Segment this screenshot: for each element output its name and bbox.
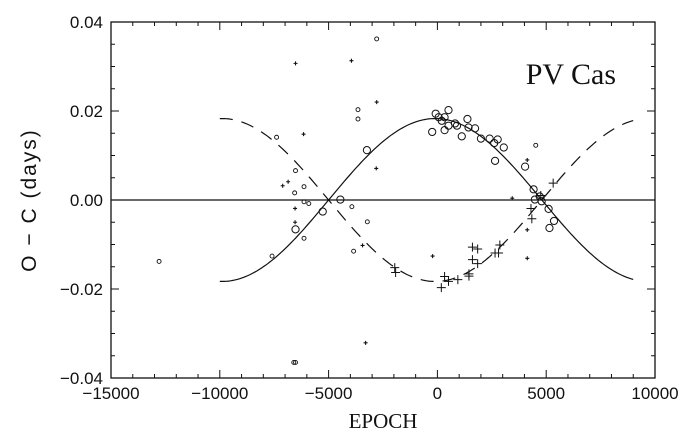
large-circle-point — [440, 113, 449, 122]
large-plus-point — [464, 271, 474, 281]
large-plus-point — [390, 263, 400, 273]
small-plus-point — [525, 227, 530, 232]
y-tick-label: 0.02 — [70, 102, 103, 121]
solid-fit-curve — [219, 118, 634, 282]
large-plus-point — [473, 244, 483, 254]
large-plus-point — [467, 255, 477, 265]
y-tick-label: −0.04 — [60, 369, 103, 388]
large-circle-point — [493, 135, 502, 144]
small-plus-point — [525, 157, 530, 162]
small-circle-point — [351, 248, 357, 254]
large-circle-point — [485, 134, 494, 143]
large-circle-point — [520, 162, 530, 171]
small-circle-point — [533, 142, 539, 148]
small-plus-point — [510, 196, 515, 201]
small-plus-point — [293, 220, 298, 225]
large-circle-point — [464, 123, 473, 132]
y-axis-label: O − C (days) — [18, 128, 41, 272]
large-circle-point — [444, 106, 453, 115]
small-circle-point — [156, 258, 162, 264]
large-circle-point — [476, 134, 486, 143]
large-circle-point — [535, 192, 544, 201]
large-circle-point — [499, 143, 508, 152]
x-tick-label: −15000 — [82, 384, 139, 403]
dashed-fit-curve — [219, 118, 634, 282]
large-circle-point — [544, 204, 553, 213]
large-plus-point — [548, 178, 558, 188]
large-circle-point — [529, 185, 538, 194]
small-circle-point — [292, 190, 298, 196]
large-circle-point — [336, 195, 345, 204]
small-plus-point — [360, 243, 365, 248]
large-plus-point — [436, 283, 446, 293]
small-plus-point — [293, 61, 298, 66]
x-tick-label: 0 — [433, 384, 442, 403]
data-points — [156, 36, 559, 365]
large-circle-point — [545, 223, 554, 233]
small-circle-point — [374, 36, 380, 42]
small-plus-point — [374, 166, 379, 171]
large-plus-point — [536, 191, 546, 201]
large-plus-point — [495, 240, 505, 250]
large-circle-point — [452, 121, 462, 130]
small-plus-point — [525, 256, 530, 261]
large-plus-point — [527, 214, 537, 224]
small-plus-point — [293, 206, 298, 211]
large-plus-point — [494, 248, 504, 258]
small-circle-point — [301, 199, 307, 205]
small-plus-point — [349, 58, 354, 63]
x-tick-label: −5000 — [305, 384, 353, 403]
small-circle-point — [293, 168, 298, 174]
small-plus-point — [301, 132, 306, 137]
large-plus-point — [467, 242, 477, 252]
small-circle-point — [355, 107, 361, 113]
large-circle-point — [470, 124, 480, 133]
x-axis-label: EPOCH — [349, 409, 418, 433]
large-plus-point — [440, 272, 450, 282]
large-circle-point — [463, 114, 472, 124]
large-plus-point — [391, 268, 401, 278]
small-circle-point — [349, 204, 355, 210]
large-plus-point — [526, 203, 536, 213]
axis-ticks — [110, 21, 656, 379]
small-circle-point — [364, 219, 370, 225]
fit-curves — [219, 118, 634, 282]
small-plus-point — [374, 100, 379, 105]
y-tick-label: 0.04 — [70, 13, 103, 32]
large-circle-point — [291, 225, 300, 234]
small-plus-point — [280, 183, 285, 188]
small-circle-point — [293, 359, 298, 365]
large-circle-point — [428, 127, 437, 137]
large-plus-point — [453, 275, 463, 285]
small-circle-point — [301, 235, 307, 241]
y-tick-label: 0.00 — [70, 191, 103, 210]
large-plus-point — [473, 259, 483, 269]
large-plus-point — [443, 276, 453, 286]
large-circle-point — [318, 207, 327, 216]
x-tick-label: −10000 — [191, 384, 248, 403]
large-circle-point — [457, 132, 466, 141]
large-circle-point — [537, 197, 546, 206]
y-tick-label: −0.02 — [60, 280, 103, 299]
large-circle-point — [440, 126, 449, 135]
small-plus-point — [363, 340, 368, 345]
small-circle-point — [269, 253, 275, 259]
small-plus-point — [286, 179, 291, 184]
small-circle-point — [306, 201, 312, 207]
large-circle-point — [490, 156, 500, 165]
x-tick-label: 10000 — [631, 384, 678, 403]
chart-title: PV Cas — [526, 58, 616, 91]
small-plus-point — [430, 254, 435, 259]
x-tick-labels: −15000 −10000 −5000 0 5000 10000 — [82, 384, 678, 403]
small-circle-point — [291, 359, 297, 365]
large-circle-point — [549, 216, 559, 226]
x-tick-label: 5000 — [527, 384, 565, 403]
small-circle-point — [355, 116, 361, 122]
y-tick-labels: −0.04 −0.02 0.00 0.02 0.04 — [60, 13, 103, 388]
small-circle-point — [301, 184, 307, 190]
small-circle-point — [274, 134, 280, 140]
large-circle-point — [362, 146, 371, 155]
large-circle-point — [450, 119, 460, 128]
